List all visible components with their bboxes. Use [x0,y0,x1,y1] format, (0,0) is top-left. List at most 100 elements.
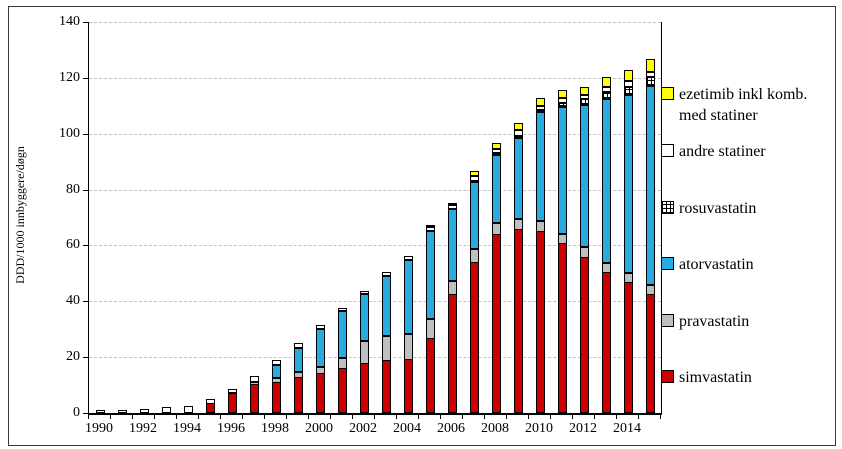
bar-segment-ezetimib-2011 [557,90,567,98]
x-tick-mark [660,415,661,419]
legend-swatch-andre-statiner [661,144,674,157]
x-tick-mark [418,415,419,419]
bar-segment-simvastatin-2001 [337,368,347,413]
bar-segment-atorvastatin-2014 [623,94,633,273]
legend-swatch-rosuvastatin [661,201,674,214]
y-tick-label: 80 [66,181,80,197]
gridline [89,77,661,79]
legend-swatch-simvastatin [661,370,674,383]
x-tick-label: 2006 [437,421,465,436]
bar-segment-pravastatin-2005 [425,319,435,339]
x-tick-label: 1998 [261,421,289,436]
x-tick-label: 1992 [129,421,157,436]
bar-segment-rosuvastatin-2011 [557,102,567,107]
bar-segment-pravastatin-2007 [469,249,479,264]
bar-segment-pravastatin-2013 [601,262,611,273]
bar-segment-simvastatin-1997 [249,383,259,413]
x-tick-mark [462,415,463,419]
y-tick-mark [83,77,88,79]
bar-segment-andre-statiner-2008 [491,148,501,154]
bar-segment-atorvastatin-2015 [645,85,655,286]
x-tick-mark [506,415,507,419]
bar-segment-pravastatin-2003 [381,335,391,361]
bar-segment-atorvastatin-2009 [513,137,523,219]
bar-segment-simvastatin-2007 [469,262,479,413]
x-tick-mark [154,415,155,419]
x-tick-label: 2002 [349,421,377,436]
bar-segment-atorvastatin-2008 [491,154,501,224]
y-tick-mark [83,301,88,303]
y-tick-label: 0 [73,405,80,420]
bar-segment-andre-statiner-2003 [381,272,391,276]
bar-segment-andre-statiner-2000 [315,324,325,329]
bar-segment-ezetimib-2007 [469,171,479,177]
bar-segment-ezetimib-2013 [601,77,611,87]
bar-segment-atorvastatin-2002 [359,293,369,342]
x-tick-mark [572,415,573,419]
x-tick-label: 2010 [525,421,553,436]
bar-segment-pravastatin-1999 [293,372,303,378]
bar-segment-atorvastatin-2005 [425,231,435,320]
legend-item-atorvastatin: atorvastatin [661,254,831,275]
bar-segment-ezetimib-2006 [447,202,457,205]
bar-segment-simvastatin-2005 [425,337,435,413]
legend-swatch-atorvastatin [661,257,674,270]
y-tick-label: 40 [66,293,80,309]
legend-label-atorvastatin: atorvastatin [679,256,754,273]
legend-item-simvastatin: simvastatin [661,367,831,388]
bar-segment-andre-statiner-1990 [95,410,105,413]
y-axis-title: DDD/1000 innbyggere/døgn [13,146,27,284]
bar-segment-rosuvastatin-2008 [491,152,501,155]
legend-item-ezetimib: ezetimib inkl komb. med statiner [661,84,831,126]
bar-segment-andre-statiner-2009 [513,130,523,136]
x-tick-label: 2004 [393,421,421,436]
bar-segment-andre-statiner-2015 [645,72,655,77]
bar-segment-andre-statiner-2011 [557,97,567,103]
x-tick-mark [198,415,199,419]
bar-segment-simvastatin-2015 [645,294,655,413]
bar-segment-pravastatin-2008 [491,223,501,236]
bar-segment-pravastatin-2012 [579,247,589,258]
bar-segment-pravastatin-2004 [403,334,413,360]
bar-segment-rosuvastatin-2013 [601,92,611,99]
bar-segment-atorvastatin-2010 [535,112,545,222]
bar-segment-rosuvastatin-2012 [579,99,589,105]
bar-segment-andre-statiner-1999 [293,342,303,349]
x-tick-mark [352,415,353,419]
gridline [89,245,661,247]
bar-segment-atorvastatin-2004 [403,260,413,335]
gridline [89,301,661,303]
bar-segment-simvastatin-2014 [623,281,633,413]
bar-segment-ezetimib-2015 [645,59,655,73]
legend: ezetimib inkl komb. med statiner andre st… [661,0,837,449]
x-tick-mark [638,415,639,419]
x-tick-label: 2012 [569,421,597,436]
bar-segment-simvastatin-2013 [601,271,611,413]
x-tick-mark [374,415,375,419]
x-tick-mark [484,415,485,419]
y-tick-label: 100 [59,125,80,141]
x-tick-mark [242,415,243,419]
bar-segment-atorvastatin-2007 [469,182,479,250]
legend-item-rosuvastatin: rosuvastatin [661,198,831,219]
x-tick-mark [440,415,441,419]
bar-segment-simvastatin-2008 [491,234,501,413]
legend-label-pravastatin: pravastatin [679,313,750,330]
bar-segment-ezetimib-2012 [579,86,589,95]
bar-segment-ezetimib-2010 [535,98,545,106]
bar-segment-simvastatin-2003 [381,359,391,413]
x-tick-mark [220,415,221,419]
bar-segment-pravastatin-2002 [359,341,369,364]
bar-segment-andre-statiner-2013 [601,86,611,92]
bar-segment-atorvastatin-2006 [447,208,457,281]
bar-segment-andre-statiner-2012 [579,94,589,100]
bar-segment-simvastatin-2006 [447,294,457,413]
bar-segment-andre-statiner-1996 [227,388,237,394]
bar-segment-rosuvastatin-2010 [535,109,545,113]
bar-segment-pravastatin-2006 [447,280,457,296]
bar-segment-atorvastatin-2011 [557,106,567,234]
bar-segment-andre-statiner-1994 [183,406,193,413]
x-tick-mark [528,415,529,419]
plot-area [88,22,662,415]
